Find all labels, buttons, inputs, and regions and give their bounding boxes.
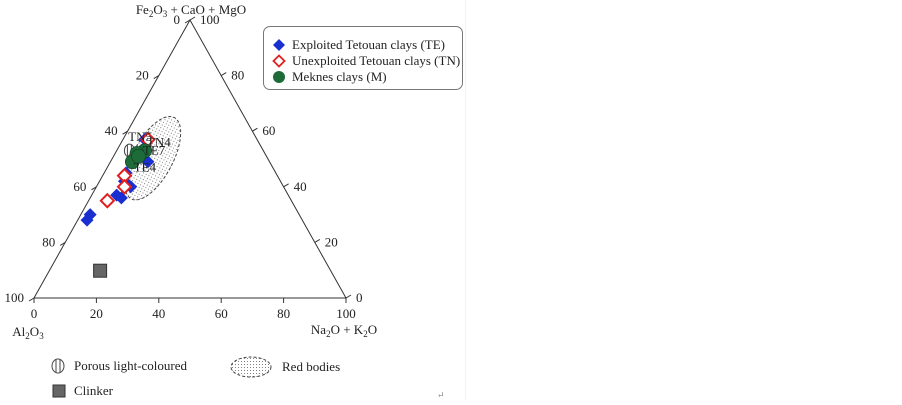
- apex-label-left: Al2O3: [12, 324, 44, 341]
- tick-label-right: 60: [262, 123, 275, 138]
- page-divider: [465, 0, 466, 400]
- circle-filled-icon: [273, 71, 285, 83]
- clinker-marker: [93, 263, 108, 278]
- tick-label-bottom: 20: [90, 306, 103, 321]
- tick-label-right: 20: [325, 234, 338, 249]
- sample-label: TE7: [143, 143, 166, 158]
- sample-label: TN5: [128, 129, 152, 144]
- tick-left: [153, 75, 160, 80]
- apex-label-right: Na2O + K2O: [311, 322, 377, 339]
- tick-label-bottom: 100: [336, 306, 356, 321]
- tick-right: [220, 72, 227, 77]
- legend-label-red-bodies: Red bodies: [282, 359, 341, 374]
- legend-label-porous: Porous light-coloured: [74, 358, 188, 373]
- diamond-filled-icon: [273, 39, 285, 51]
- tick-label-bottom: 40: [152, 306, 165, 321]
- tick-right: [189, 16, 196, 21]
- legend-porous: Porous light-coloured: [50, 358, 187, 374]
- tick-label-left: 60: [73, 179, 86, 194]
- tick-label-left: 100: [5, 290, 25, 305]
- data-point-te: [114, 191, 128, 205]
- tick-right: [314, 238, 321, 243]
- tick-label-right: 0: [356, 290, 363, 305]
- legend-clinker: Clinker: [52, 383, 113, 399]
- legend-label-tn: Unexploited Tetouan clays (TN): [292, 53, 461, 68]
- tick-right: [283, 183, 289, 188]
- sample-label: TE4: [134, 159, 157, 174]
- tick-right: [252, 127, 258, 132]
- legend-label-te: Exploited Tetouan clays (TE): [292, 37, 445, 52]
- legend-label-clinker: Clinker: [74, 383, 113, 398]
- data-point-te: [80, 213, 94, 227]
- tick-label-left: 0: [174, 12, 181, 27]
- tick-left: [28, 297, 35, 302]
- tick-label-left: 20: [136, 68, 149, 83]
- diamond-open-icon: [272, 54, 286, 68]
- porous-icon: [51, 358, 65, 374]
- data-point-tn: [116, 178, 133, 195]
- legend-item-te: Exploited Tetouan clays (TE): [272, 37, 445, 53]
- tick-label-bottom: 60: [215, 306, 228, 321]
- legend-item-meknes: Meknes clays (M): [272, 69, 387, 85]
- tick-label-left: 40: [105, 123, 118, 138]
- tick-left: [91, 186, 97, 191]
- tick-label-right: 80: [231, 68, 244, 83]
- tick-label-right: 100: [200, 12, 220, 27]
- tick-label-left: 80: [42, 234, 55, 249]
- tick-right: [345, 294, 352, 299]
- red-bodies-icon: [230, 356, 272, 378]
- data-point-tn: [99, 192, 116, 209]
- triangle-outline: [33, 18, 347, 299]
- legend-red-bodies: Red bodies: [228, 354, 340, 380]
- clinker-icon: [52, 384, 66, 398]
- sample-label: TN4: [147, 134, 171, 149]
- legend: Exploited Tetouan clays (TE) Unexploited…: [263, 26, 463, 90]
- apex-label-top: Fe2O3 + CaO + MgO: [136, 2, 246, 19]
- tick-label-bottom: 80: [277, 306, 290, 321]
- tick-label-right: 40: [294, 179, 307, 194]
- legend-item-tn: Unexploited Tetouan clays (TN): [272, 53, 460, 69]
- tick-left: [184, 19, 191, 24]
- tick-left: [59, 241, 66, 246]
- paragraph-mark: ↵: [437, 390, 445, 400]
- legend-label-meknes: Meknes clays (M): [292, 69, 387, 84]
- tick-left: [122, 130, 128, 135]
- tick-label-bottom: 0: [31, 306, 38, 321]
- data-point-meknes: [131, 148, 146, 164]
